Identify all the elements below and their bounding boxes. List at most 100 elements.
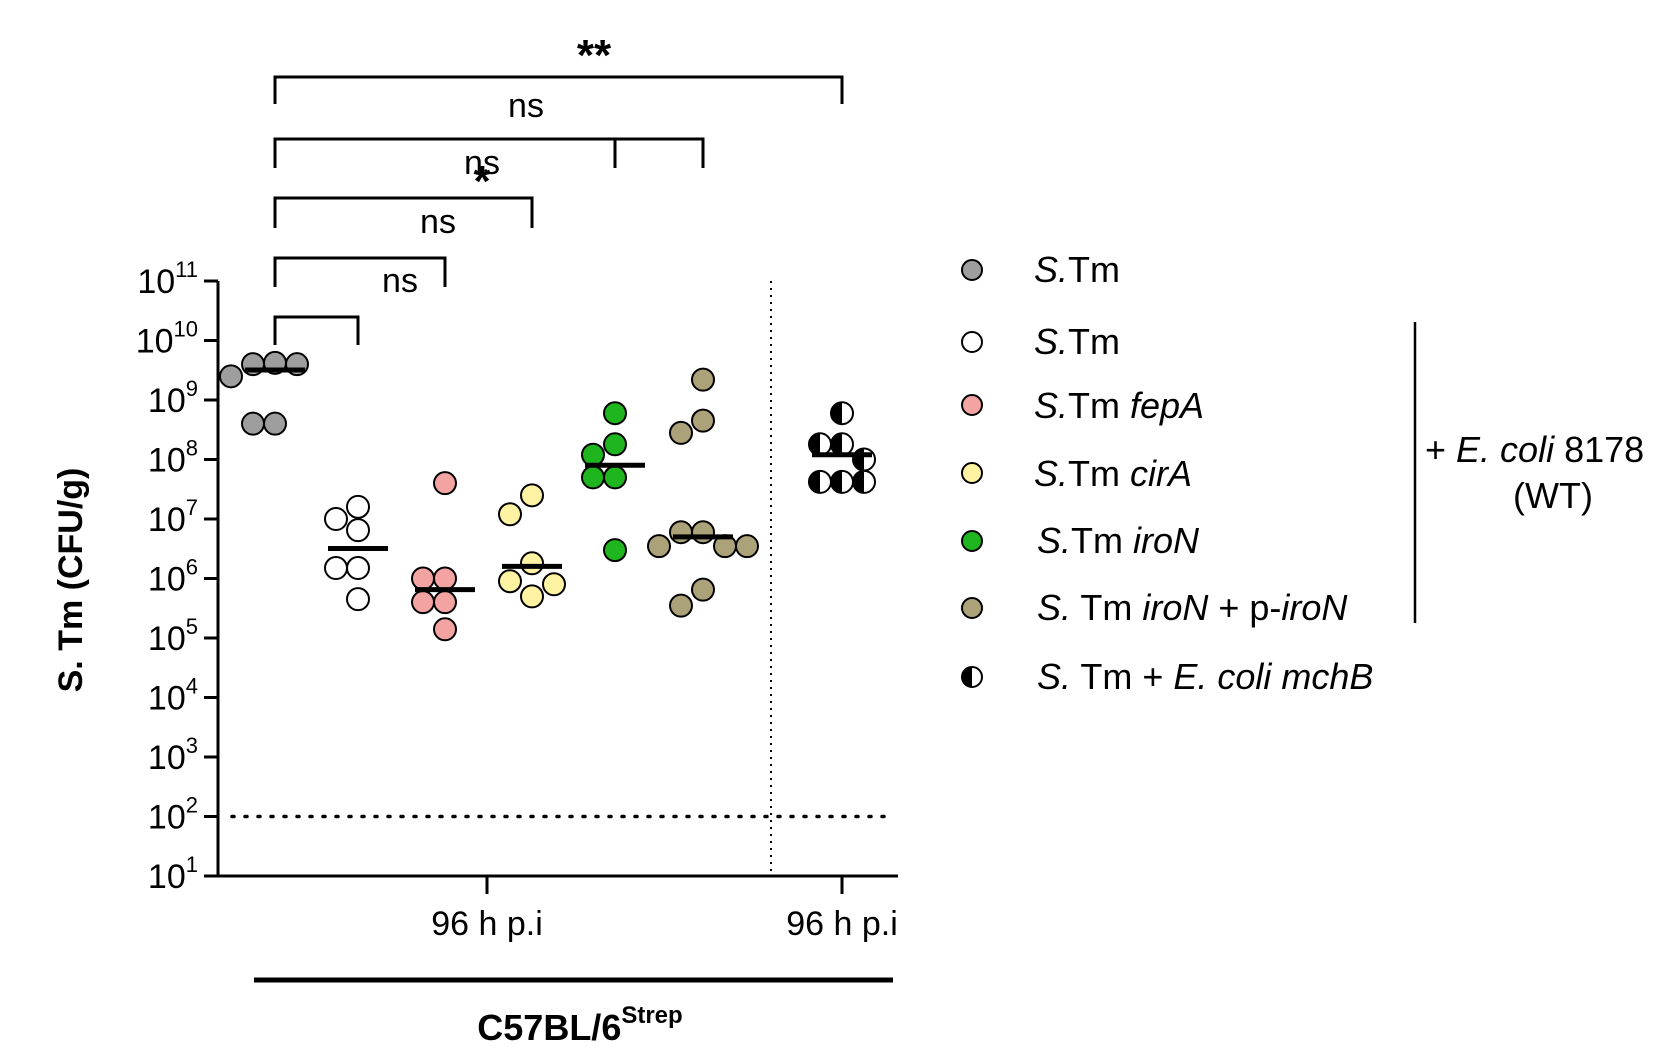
y-tick-label: 104 xyxy=(148,674,198,718)
side-label-line1: + E. coli 8178 xyxy=(1425,429,1644,470)
data-point xyxy=(520,551,544,576)
data-point xyxy=(691,367,715,392)
data-point xyxy=(961,530,983,552)
data-point-half xyxy=(831,433,842,456)
data-point xyxy=(691,520,715,545)
y-tick-label: 1011 xyxy=(137,257,198,301)
bracket-label: ns xyxy=(464,144,500,182)
data-point xyxy=(219,364,243,389)
data-point xyxy=(961,597,983,619)
bracket-label: ns xyxy=(508,87,544,125)
data-point xyxy=(961,462,983,484)
legend-label: S.Tm xyxy=(1034,321,1120,362)
data-point xyxy=(603,465,627,490)
data-point xyxy=(520,584,544,609)
data-point xyxy=(961,394,983,416)
y-tick-label: 1010 xyxy=(136,317,198,361)
data-points xyxy=(219,350,876,642)
bracket-line xyxy=(273,137,617,168)
data-point xyxy=(433,617,457,642)
legend: S.Tm S.Tm S.Tm fepA S.Tm cirA S.Tm iroN S. Tm… xyxy=(961,249,1644,697)
y-tick-label: 106 xyxy=(148,555,198,599)
data-point xyxy=(346,556,370,581)
y-tick-label: 102 xyxy=(148,793,198,837)
series-fepA xyxy=(411,471,475,642)
data-point xyxy=(961,259,983,281)
data-point xyxy=(263,411,287,436)
data-point xyxy=(433,471,457,496)
series-iroN_p xyxy=(647,367,759,618)
data-point xyxy=(346,518,370,543)
data-point xyxy=(411,590,435,615)
bracket-line xyxy=(273,75,844,104)
y-tick-label: 101 xyxy=(148,852,198,896)
data-point-half xyxy=(831,402,842,425)
legend-item-iroN: S.Tm iroN xyxy=(961,520,1200,561)
data-point xyxy=(324,556,348,581)
series-cirA xyxy=(498,483,566,609)
bracket-line xyxy=(273,196,534,228)
data-point-half xyxy=(809,433,820,456)
data-point-half xyxy=(853,448,864,471)
data-point xyxy=(691,577,715,602)
data-point xyxy=(324,507,348,531)
data-point-half xyxy=(831,470,842,493)
legend-label: S.Tm fepA xyxy=(1034,385,1204,426)
y-tick-label: 108 xyxy=(148,436,198,480)
data-point-half xyxy=(962,667,972,687)
legend-label: S.Tm iroN xyxy=(1037,520,1200,561)
data-point-half xyxy=(809,470,820,493)
data-point xyxy=(346,494,370,519)
bracket-label: ns xyxy=(382,262,418,300)
data-point xyxy=(346,587,370,612)
data-point-half xyxy=(853,470,864,493)
data-point xyxy=(433,590,457,615)
legend-item-stm: S.Tm xyxy=(961,249,1120,290)
axes: 1011 1010 109 108 107 106 105 104 103 102 101 S. Tm… xyxy=(52,257,898,1048)
bracket-label: * xyxy=(473,157,491,206)
y-tick-label: 107 xyxy=(148,495,198,539)
y-tick-label: 103 xyxy=(148,733,198,777)
y-axis-label: S. Tm (CFU/g) xyxy=(52,468,90,693)
side-label-line2: (WT) xyxy=(1513,475,1593,516)
data-point xyxy=(735,534,759,559)
data-point xyxy=(669,520,693,545)
data-point xyxy=(498,502,522,527)
legend-item-stm_ecoli: S.Tm xyxy=(961,321,1120,362)
data-point xyxy=(647,534,671,559)
bracket-line xyxy=(273,256,447,287)
data-point xyxy=(241,411,265,436)
series-stm xyxy=(219,350,309,436)
bracket-label: ns xyxy=(420,203,456,241)
data-point xyxy=(961,331,983,353)
data-point xyxy=(603,432,627,457)
bracket-label: ** xyxy=(577,31,612,80)
series-iroN xyxy=(581,401,645,563)
data-point xyxy=(498,569,522,594)
data-point xyxy=(669,593,693,618)
data-point xyxy=(669,420,693,445)
x-tick-label: 96 h p.i xyxy=(786,905,898,943)
legend-label: S.Tm cirA xyxy=(1034,453,1192,494)
legend-label: S. Tm iroN + p-iroN xyxy=(1037,587,1348,628)
series-stm_ecoli xyxy=(324,494,388,612)
data-point xyxy=(433,566,457,591)
x-tick-label: 96 h p.i xyxy=(431,905,543,943)
legend-label: S.Tm xyxy=(1034,249,1120,290)
data-point xyxy=(581,442,605,467)
data-point xyxy=(603,401,627,426)
data-point xyxy=(520,483,544,508)
legend-item-mchB: S. Tm + E. coli mchB xyxy=(961,656,1373,697)
data-point xyxy=(603,538,627,563)
y-tick-label: 105 xyxy=(148,614,198,658)
legend-label: S. Tm + E. coli mchB xyxy=(1037,656,1373,697)
series-mchB xyxy=(808,401,876,494)
y-tick-label: 109 xyxy=(148,376,198,420)
bracket-line xyxy=(273,137,705,168)
bracket-line xyxy=(273,315,360,345)
data-point xyxy=(581,465,605,490)
group-label: C57BL/6Strep xyxy=(477,1002,682,1048)
legend-item-cirA: S.Tm cirA xyxy=(961,453,1192,494)
